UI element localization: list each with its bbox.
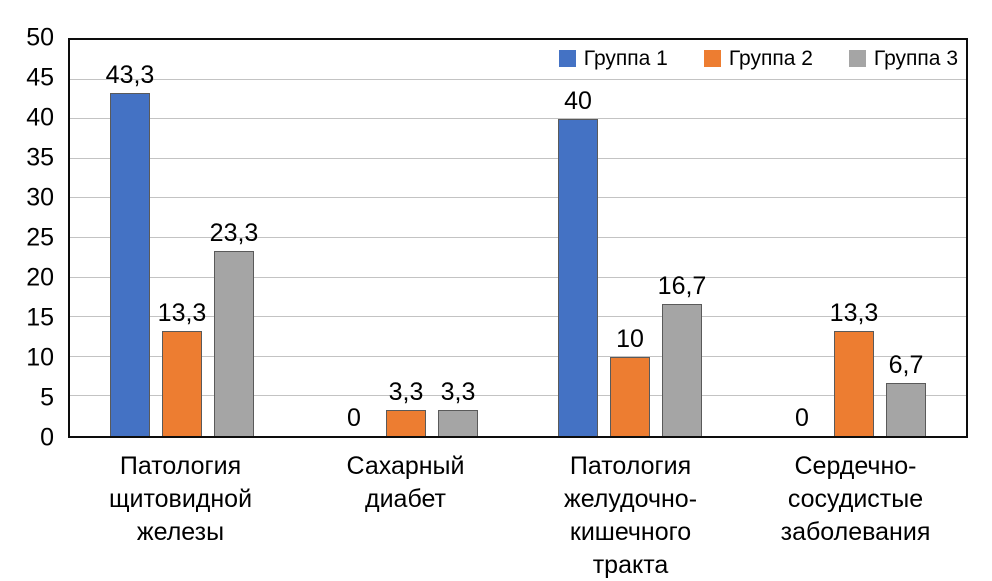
y-tick-label: 15 — [26, 303, 54, 332]
bar — [386, 409, 426, 436]
bar-group: 0 3,3 3,3 — [294, 40, 518, 436]
gridline — [70, 157, 966, 159]
legend-label: Группа 1 — [583, 47, 668, 70]
y-tick-label: 20 — [26, 263, 54, 292]
bar — [438, 409, 478, 436]
y-tick-label: 10 — [26, 343, 54, 372]
x-axis-labels: Патология щитовидной железы Сахарный диаб… — [68, 450, 968, 581]
y-tick-label: 50 — [26, 23, 54, 52]
bar — [834, 330, 874, 436]
gridline — [70, 78, 966, 80]
bar-group: 40 10 16,7 — [518, 40, 742, 436]
bar-value-label: 0 — [795, 404, 809, 432]
bar-slot: 6,7 — [886, 40, 926, 436]
bar-slot: 0 — [782, 40, 822, 436]
y-tick-label: 45 — [26, 63, 54, 92]
bar-group: 43,3 13,3 23,3 — [70, 40, 294, 436]
gridline — [70, 316, 966, 318]
category-label: Сердечно- сосудистые заболевания — [780, 452, 931, 546]
bar-value-label: 40 — [564, 87, 592, 116]
bar-slot: 23,3 — [210, 40, 258, 436]
gridline — [70, 395, 966, 397]
bar — [886, 382, 926, 436]
bar-value-label: 6,7 — [888, 350, 924, 379]
bar — [162, 330, 202, 436]
legend-swatch-icon — [848, 50, 866, 67]
legend-swatch-icon — [703, 50, 721, 67]
legend-label: Группа 3 — [873, 47, 958, 70]
y-tick-label: 35 — [26, 143, 54, 172]
bar-value-label: 3,3 — [440, 377, 476, 406]
legend-label: Группа 2 — [728, 47, 813, 70]
category-label: Патология щитовидной железы — [108, 452, 253, 546]
y-tick-label: 30 — [26, 183, 54, 212]
bars-layer: 43,3 13,3 23,3 0 3,3 3,3 40 10 16,7 0 13,3 6,7 — [70, 40, 966, 436]
legend-item: Группа 1 — [558, 47, 668, 70]
y-axis: 0 5 10 15 20 25 30 35 40 45 50 — [0, 25, 58, 450]
bar-value-label: 3,3 — [388, 377, 424, 406]
gridline — [70, 118, 966, 120]
legend: Группа 1 Группа 2 Группа 3 — [558, 47, 958, 70]
bar-slot: 3,3 — [386, 40, 426, 436]
bar-value-label: 13,3 — [829, 298, 879, 327]
bar-slot: 40 — [558, 40, 598, 436]
bar-slot: 0 — [334, 40, 374, 436]
bar-slot: 16,7 — [658, 40, 706, 436]
bar — [214, 251, 254, 436]
legend-item: Группа 3 — [848, 47, 958, 70]
bar-value-label: 13,3 — [157, 298, 207, 327]
legend-item: Группа 2 — [703, 47, 813, 70]
gridline — [70, 276, 966, 278]
bar — [662, 303, 702, 436]
bar-value-label: 43,3 — [105, 61, 155, 90]
legend-swatch-icon — [558, 50, 576, 67]
y-tick-label: 40 — [26, 103, 54, 132]
plot-area: 43,3 13,3 23,3 0 3,3 3,3 40 10 16,7 0 13,3 6,7 Груп… — [68, 38, 968, 438]
bar-value-label: 0 — [347, 404, 361, 432]
y-tick-label: 0 — [40, 423, 54, 452]
bar-value-label: 23,3 — [209, 219, 259, 248]
gridline — [70, 237, 966, 238]
bar-value-label: 10 — [616, 324, 644, 353]
bar-slot: 10 — [610, 40, 650, 436]
bar-slot: 3,3 — [438, 40, 478, 436]
bar — [110, 93, 150, 436]
category-label: Патология желудочно-кишечного тракта — [563, 452, 698, 579]
bar-slot: 13,3 — [830, 40, 878, 436]
bar-value-label: 16,7 — [657, 271, 707, 300]
bar-slot: 13,3 — [158, 40, 206, 436]
bar — [610, 356, 650, 436]
gridline — [70, 355, 966, 357]
bar-slot: 43,3 — [106, 40, 154, 436]
category-label: Сахарный диабет — [346, 452, 465, 513]
y-tick-label: 5 — [40, 383, 54, 412]
bar-group: 0 13,3 6,7 — [742, 40, 966, 436]
bar — [558, 119, 598, 436]
gridline — [70, 197, 966, 199]
y-tick-label: 25 — [26, 223, 54, 252]
